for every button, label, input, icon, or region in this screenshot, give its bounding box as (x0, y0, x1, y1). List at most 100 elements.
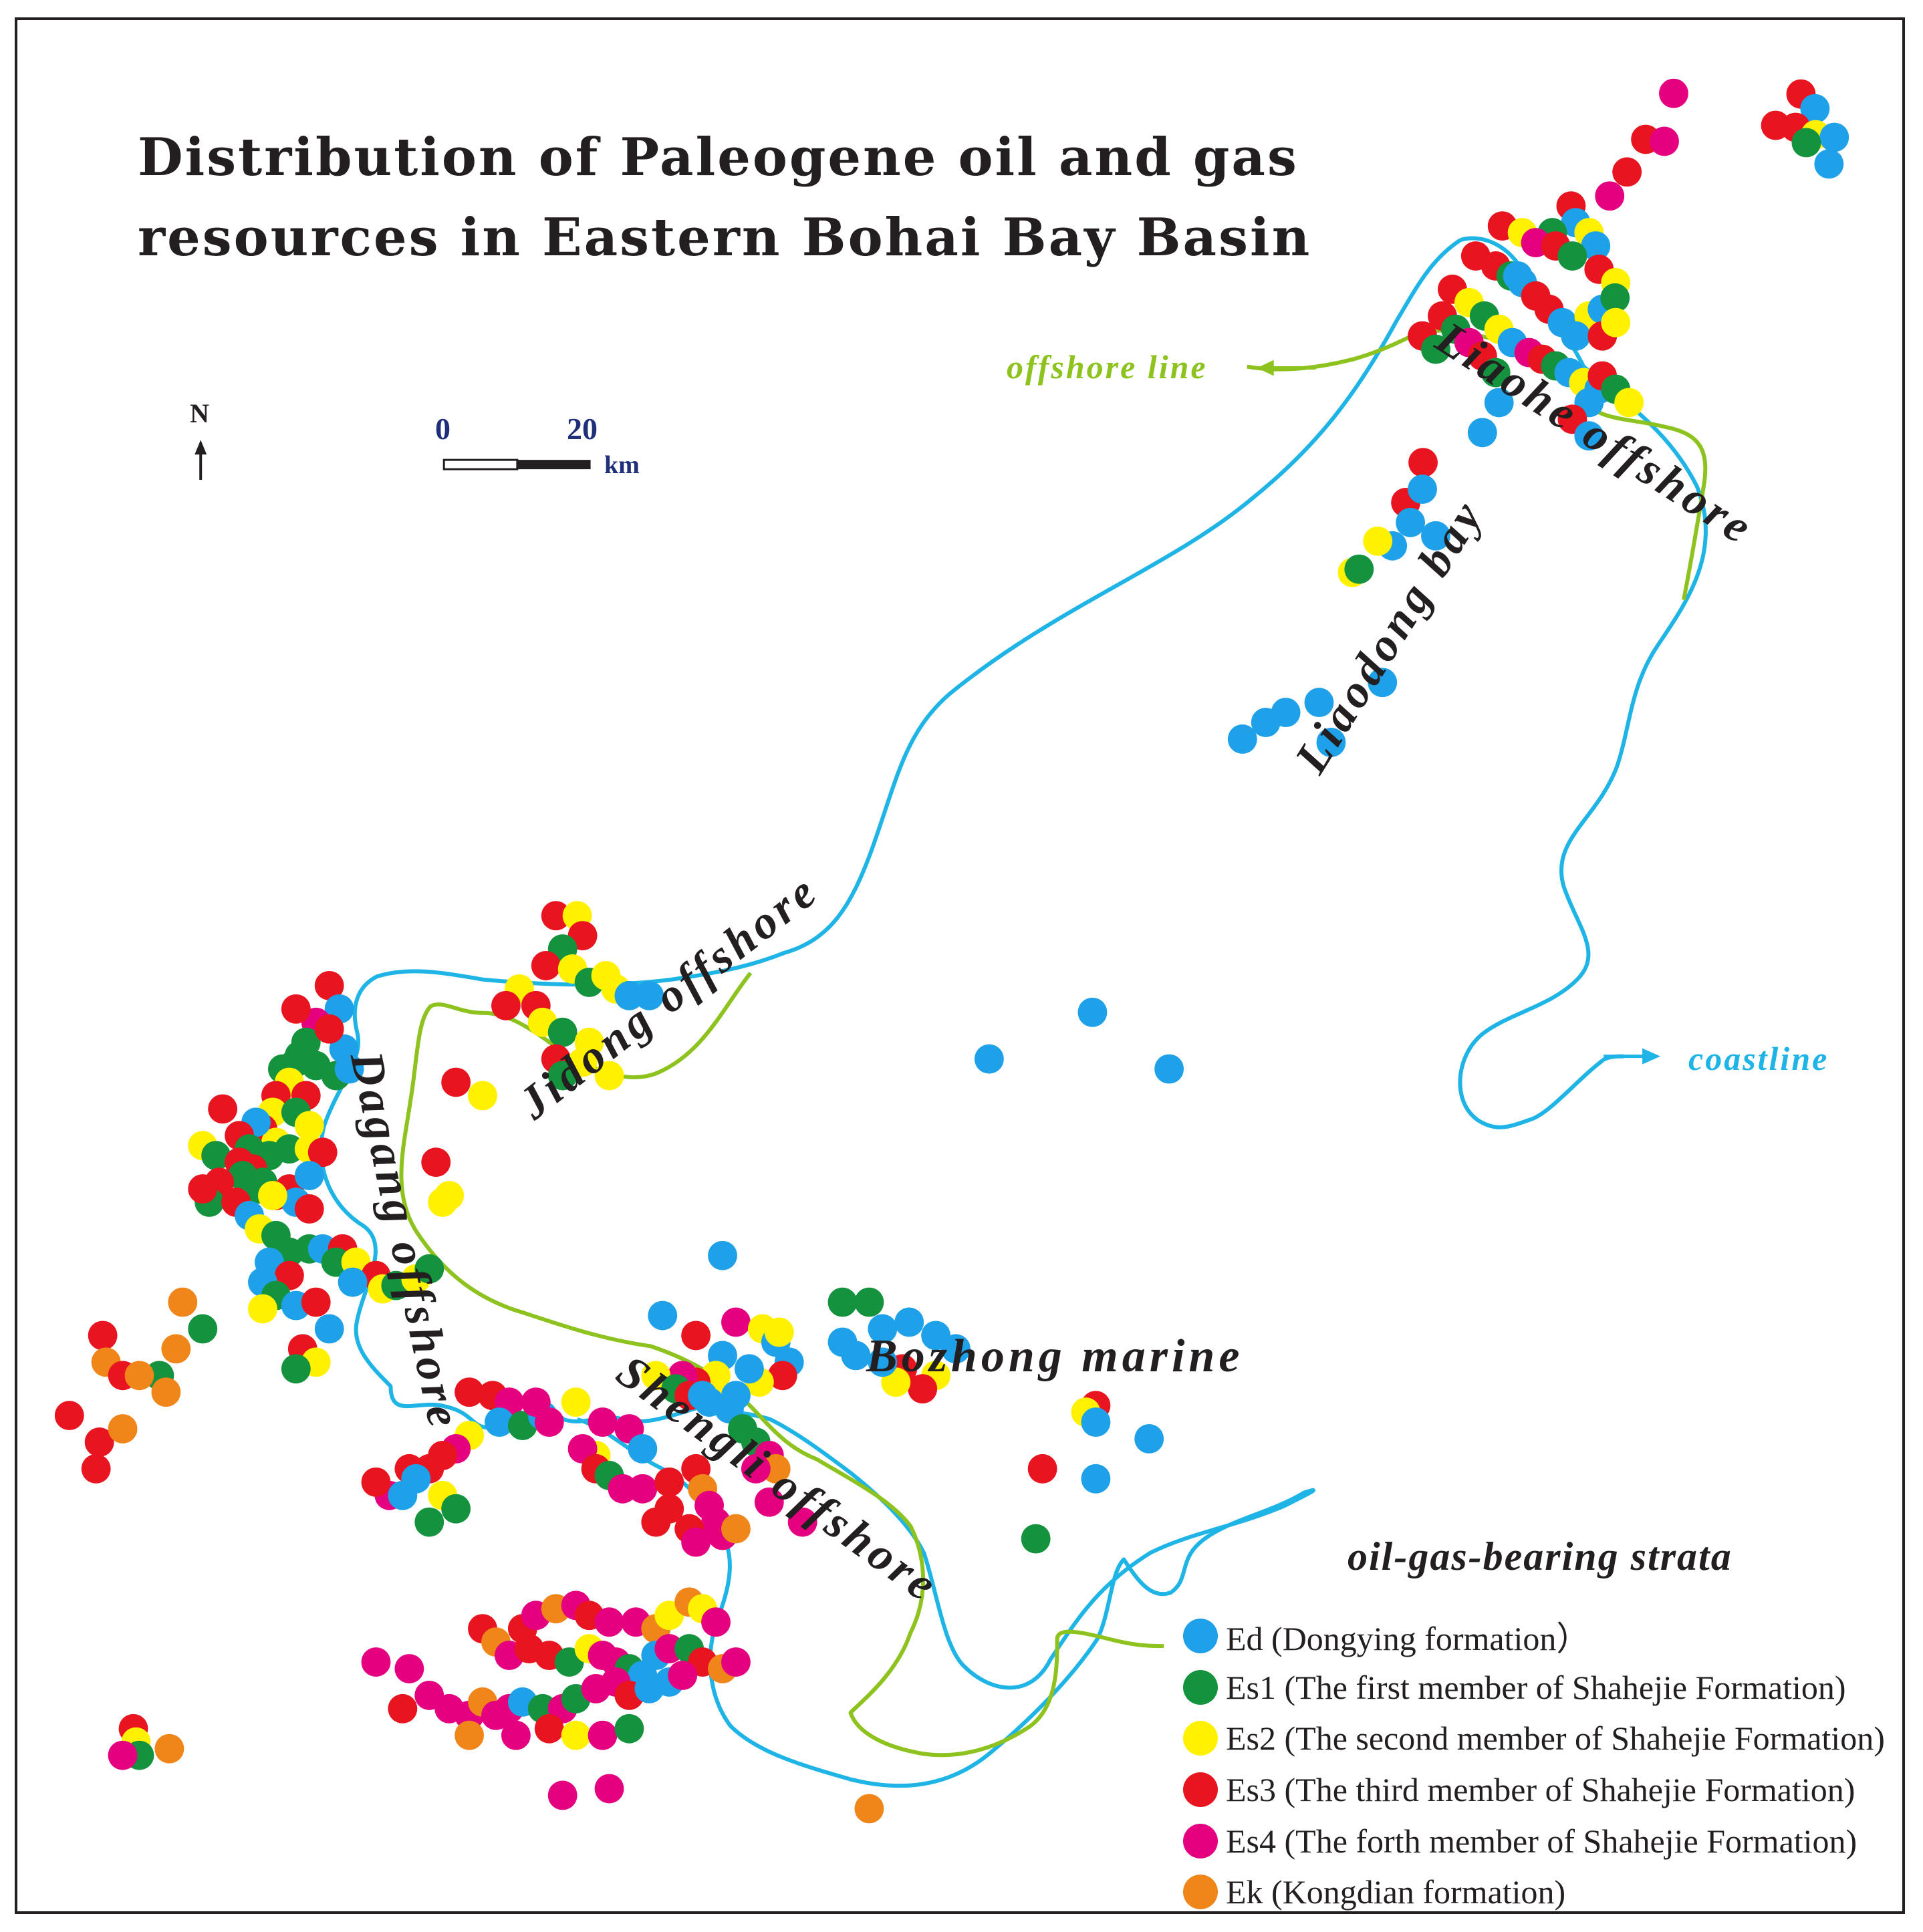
legend-label-es3: Es3 (The third member of Shahejie Format… (1226, 1771, 1855, 1808)
well-point-es3 (281, 994, 311, 1024)
well-point-es1 (1344, 554, 1374, 584)
well-point-es3 (84, 1427, 114, 1457)
well-point-ek (154, 1734, 184, 1764)
legend-item-es2: Es2 (The second member of Shahejie Forma… (1183, 1713, 1885, 1764)
well-point-es4 (108, 1740, 138, 1770)
legend-item-es1: Es1 (The first member of Shahejie Format… (1183, 1662, 1846, 1713)
map-canvas (54, 78, 1849, 1824)
map-title-line-2: resources in Eastern Bohai Bay Basin (138, 207, 1312, 268)
well-point-es1 (414, 1507, 444, 1537)
well-point-es4 (754, 1487, 784, 1517)
well-point-ed (1134, 1424, 1164, 1454)
scale-start-label: 0 (435, 412, 451, 446)
well-point-es3 (908, 1374, 938, 1404)
well-point-ek (161, 1334, 191, 1364)
well-point-es4 (741, 1454, 771, 1484)
well-point-es3 (1521, 281, 1551, 311)
legend-label-es2: Es2 (The second member of Shahejie Forma… (1226, 1719, 1885, 1757)
offshore-line-label: offshore line (1007, 348, 1208, 386)
well-point-es3 (208, 1094, 238, 1124)
well-point-ed (974, 1044, 1004, 1074)
legend-item-ed: Ed (Dongying formation） (1183, 1611, 1589, 1661)
coastline-arrow-head (1642, 1048, 1661, 1065)
well-point-es3 (388, 1693, 418, 1723)
legend-title: oil-gas-bearing strata (1348, 1534, 1733, 1578)
well-point-es3 (767, 1361, 797, 1391)
legend-label-ek: Ek (Kongdian formation) (1226, 1873, 1566, 1911)
well-point-ed (1077, 997, 1108, 1027)
well-point-es3 (541, 901, 571, 931)
scale-bar-white (442, 458, 519, 470)
well-point-es2 (561, 1387, 591, 1417)
legend-item-ek: Ek (Kongdian formation) (1183, 1867, 1566, 1911)
well-point-ed (1574, 421, 1604, 451)
well-point-es1 (1557, 241, 1587, 271)
well-point-es1 (414, 1254, 444, 1284)
well-point-es4 (361, 1647, 391, 1677)
well-point-es3 (307, 1137, 338, 1167)
well-point-es4 (394, 1654, 424, 1683)
well-point-ed (1814, 149, 1844, 179)
well-point-ed (294, 1161, 324, 1191)
well-point-es3 (421, 1147, 451, 1178)
legend-swatch-ed (1183, 1619, 1218, 1653)
well-point-ek (455, 1720, 485, 1750)
well-point-es3 (1612, 157, 1642, 187)
well-point-es1 (854, 1287, 884, 1317)
well-point-es3 (491, 990, 521, 1020)
well-point-es3 (455, 1377, 485, 1407)
well-point-es1 (281, 1354, 311, 1384)
well-point-es4 (1659, 78, 1688, 108)
well-point-es3 (188, 1174, 218, 1204)
well-point-es1 (1481, 358, 1511, 388)
well-point-ed (1081, 1407, 1111, 1437)
well-point-es3 (654, 1467, 684, 1497)
well-point-es4 (681, 1527, 711, 1557)
well-point-es2 (561, 1720, 591, 1750)
well-point-es1 (547, 1017, 578, 1047)
region-label-bozhong: Bozhong marine (866, 1331, 1244, 1382)
well-point-es4 (628, 1474, 658, 1504)
well-point-es2 (764, 1317, 794, 1347)
well-point-es2 (1614, 388, 1644, 418)
well-point-ed (1819, 122, 1849, 152)
well-point-ed (941, 1334, 971, 1364)
well-point-ed (841, 1341, 871, 1371)
legend-swatch-es1 (1183, 1670, 1218, 1705)
well-point-ed (1503, 261, 1533, 291)
legend-item-es4: Es4 (The forth member of Shahejie Format… (1183, 1816, 1857, 1867)
well-point-ed (628, 1434, 658, 1464)
well-point-es1 (1421, 334, 1450, 364)
well-point-es2 (428, 1188, 458, 1217)
well-point-ed (1368, 668, 1398, 698)
well-point-es1 (188, 1314, 218, 1344)
well-point-es3 (81, 1454, 111, 1484)
well-point-es3 (361, 1467, 391, 1497)
well-point-ed (868, 1347, 898, 1377)
well-point-ed (894, 1307, 924, 1337)
well-point-es3 (654, 1494, 684, 1524)
well-point-ed (688, 1381, 718, 1411)
legend-item-es3: Es3 (The third member of Shahejie Format… (1183, 1764, 1855, 1815)
north-label: N (190, 398, 209, 428)
well-point-ed (1800, 94, 1830, 124)
well-point-es4 (721, 1307, 751, 1337)
well-point-es3 (531, 951, 561, 980)
well-point-ed (1408, 474, 1437, 504)
well-point-ek (151, 1377, 181, 1407)
well-point-es4 (588, 1720, 618, 1750)
offshore-line-arrow-head (1257, 360, 1274, 376)
legend-swatch-es3 (1183, 1772, 1218, 1807)
well-point-es1 (201, 1141, 231, 1171)
well-point-ed (1484, 388, 1514, 418)
well-point-es4 (1650, 126, 1679, 156)
well-point-es3 (314, 970, 344, 1000)
well-point-es1 (614, 1713, 644, 1744)
well-point-ed (721, 1381, 751, 1411)
well-point-es1 (1600, 283, 1630, 313)
well-point-es3 (1027, 1454, 1057, 1484)
well-point-es1 (1021, 1524, 1051, 1554)
scale-bar-black (517, 460, 591, 470)
well-point-es2 (1601, 307, 1631, 337)
legend-label-es1: Es1 (The first member of Shahejie Format… (1226, 1669, 1846, 1706)
